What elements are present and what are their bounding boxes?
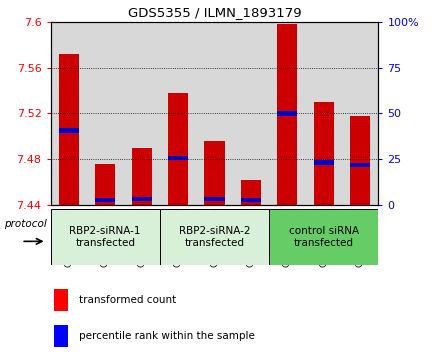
Text: RBP2-siRNA-2
transfected: RBP2-siRNA-2 transfected	[179, 226, 250, 248]
Bar	[314, 102, 334, 205]
Bar	[350, 116, 370, 205]
Text: RBP2-siRNA-1
transfected: RBP2-siRNA-1 transfected	[70, 226, 141, 248]
Bar	[51, 22, 87, 205]
Bar	[277, 111, 297, 116]
Bar	[160, 209, 269, 265]
Bar	[205, 196, 224, 201]
Bar	[241, 180, 261, 205]
Bar	[132, 148, 152, 205]
Bar	[160, 22, 196, 205]
Bar	[54, 289, 68, 311]
Bar	[277, 24, 297, 205]
Bar	[124, 22, 160, 205]
Bar	[95, 164, 115, 205]
Bar	[233, 22, 269, 205]
Title: GDS5355 / ILMN_1893179: GDS5355 / ILMN_1893179	[128, 6, 301, 19]
Bar	[132, 196, 152, 201]
Bar	[168, 93, 188, 205]
Text: transformed count: transformed count	[80, 295, 177, 305]
Bar	[269, 209, 378, 265]
Bar	[314, 160, 334, 165]
Bar	[196, 22, 233, 205]
Bar	[205, 141, 224, 205]
Bar	[241, 197, 261, 202]
Bar	[305, 22, 342, 205]
Bar	[59, 129, 79, 133]
Bar	[269, 22, 305, 205]
Bar	[350, 163, 370, 167]
Bar	[51, 209, 160, 265]
Text: percentile rank within the sample: percentile rank within the sample	[80, 331, 255, 341]
Bar	[59, 54, 79, 205]
Bar	[168, 156, 188, 160]
Bar	[342, 22, 378, 205]
Text: control siRNA
transfected: control siRNA transfected	[289, 226, 359, 248]
Bar	[95, 197, 115, 202]
Bar	[54, 325, 68, 347]
Bar	[87, 22, 124, 205]
Text: protocol: protocol	[4, 220, 47, 229]
